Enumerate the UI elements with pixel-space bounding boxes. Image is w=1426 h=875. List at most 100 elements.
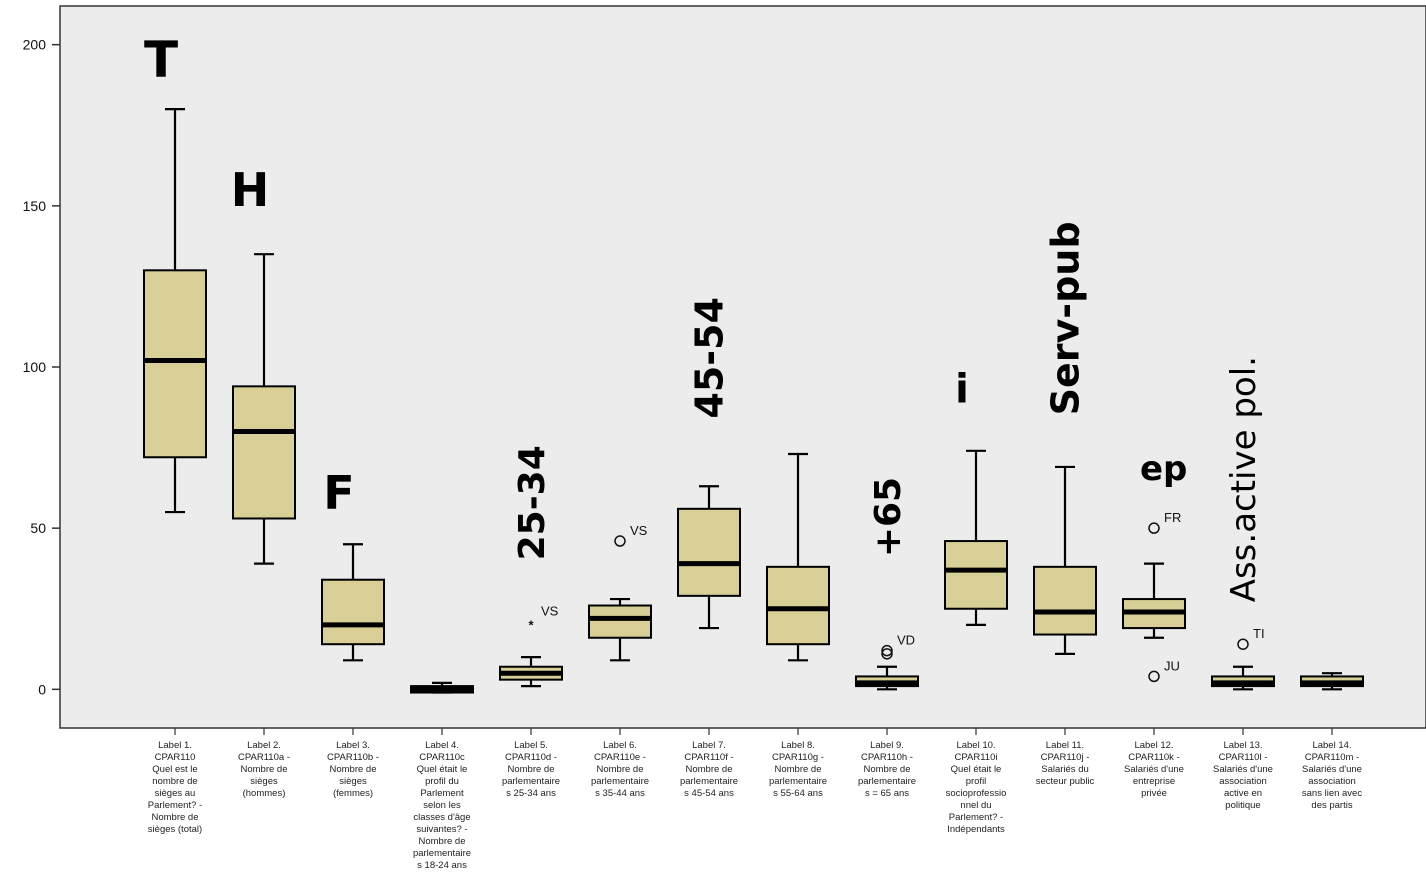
box-item [143, 108, 207, 514]
x-tick-label-line: secteur public [1036, 776, 1095, 787]
outlier-circle [1148, 670, 1160, 683]
iqr-box [321, 578, 385, 646]
x-tick-label-line: association [1308, 776, 1356, 787]
x-tick-label-line: profil [966, 776, 987, 787]
annotation-label: ep [1140, 449, 1187, 489]
outlier-star: * [528, 618, 534, 633]
x-tick-label: Label 3. CPAR110b -Nombre de sièges (femmes… [327, 740, 379, 799]
x-axis: Label 1. CPAR110 Quel est le nombre de siège… [148, 728, 1362, 871]
x-tick-label: Label 9. CPAR110h -Nombre de parlementaire… [858, 740, 916, 799]
x-tick-label-line: CPAR110i [955, 752, 998, 763]
x-tick-label-line: Nombre de [241, 764, 288, 775]
box-item [677, 485, 741, 630]
annotation-label: F [323, 466, 354, 520]
x-tick-label-line: s 35-44 ans [595, 788, 645, 799]
x-tick-label-line: nnel du [960, 800, 991, 811]
outlier-point: VS [614, 523, 648, 547]
x-tick-label-line: CPAR110m - [1305, 752, 1360, 763]
box-item [944, 449, 1008, 626]
x-tick-label-line: CPAR110 [155, 752, 196, 763]
outlier-circle [1237, 638, 1249, 650]
x-tick-label-line: Nombre de [686, 764, 733, 775]
x-tick-label-line: CPAR110g - [772, 752, 824, 763]
x-tick-label-line: sièges (total) [148, 824, 202, 835]
iqr-box [143, 269, 207, 459]
x-tick-label-line: Label 1. [158, 740, 192, 751]
x-tick-label-line: Label 13. [1223, 740, 1262, 751]
x-tick-label-line: Label 11. [1046, 740, 1084, 751]
x-tick-label-line: CPAR110e - [594, 752, 646, 763]
outlier-label: TI [1253, 626, 1265, 641]
annotation-label: T [144, 31, 178, 89]
x-tick-label: Label 14. CPAR110m -Salariés d'une associa… [1302, 740, 1362, 811]
x-tick-label-line: Label 10. [956, 740, 995, 751]
iqr-box [588, 604, 652, 639]
x-tick-label-line: Parlement [420, 788, 464, 799]
x-tick-label-line: (femmes) [333, 788, 373, 799]
x-tick-label: Label 2. CPAR110a -Nombre de sièges (hommes… [238, 740, 290, 799]
outlier-circle [614, 535, 626, 547]
x-tick-label-line: Parlement? - [949, 812, 1003, 823]
outlier-label: VS [630, 523, 648, 538]
x-tick-label-line: Nombre de [330, 764, 377, 775]
x-tick-label-line: active en [1224, 788, 1262, 799]
annotation-label: 25-34 [512, 445, 553, 560]
x-tick-label: Label 5. CPAR110d -Nombre de parlementaire… [502, 740, 560, 799]
x-tick-label-line: s 18-24 ans [417, 860, 467, 871]
x-tick-label-line: Label 7. [692, 740, 726, 751]
box-item [499, 655, 563, 688]
x-tick-label-line: socioprofessio [946, 788, 1007, 799]
x-tick-label-line: sièges au [155, 788, 196, 799]
x-tick-label-line: Salariés d'une [1302, 764, 1362, 775]
x-tick-label-line: Nombre de [508, 764, 555, 775]
x-tick-label-line: Nombre de [775, 764, 822, 775]
y-tick-label: 50 [30, 520, 46, 536]
x-tick-label: Label 10. CPAR110i Quel était le profil soci… [946, 740, 1007, 835]
x-tick-label: Label 4. CPAR110c Quel était le profil du Pa… [413, 740, 471, 871]
outlier-point [881, 648, 893, 660]
x-tick-label-line: sièges [339, 776, 367, 787]
outlier-circle [881, 648, 893, 660]
x-tick-label-line: parlementaire [413, 848, 471, 859]
x-tick-label-line: CPAR110f - [684, 752, 733, 763]
iqr-box [677, 507, 741, 597]
annotation-label: i [955, 366, 969, 412]
x-tick-label: Label 12. CPAR110k -Salariés d'une entrepr… [1124, 740, 1184, 799]
x-tick-label-line: parlementaire [769, 776, 827, 787]
box-item [855, 665, 919, 691]
x-tick-label-line: CPAR110a - [238, 752, 290, 763]
x-tick-label-line: parlementaire [502, 776, 560, 787]
x-tick-label-line: (hommes) [243, 788, 286, 799]
x-tick-label-line: privée [1141, 788, 1167, 799]
outlier-point: VD [881, 633, 915, 657]
box-item [1122, 562, 1186, 639]
x-tick-label-line: Quel était le [951, 764, 1002, 775]
x-tick-label: Label 8. CPAR110g -Nombre de parlementaire… [769, 740, 827, 799]
x-tick-label-line: CPAR110l - [1219, 752, 1268, 763]
x-tick-label-line: parlementaire [858, 776, 916, 787]
x-tick-label-line: Quel est le [152, 764, 197, 775]
y-tick-label: 0 [38, 681, 46, 697]
iqr-box [766, 565, 830, 646]
x-tick-label-line: suivantes? - [416, 824, 467, 835]
x-tick-label-line: parlementaire [680, 776, 738, 787]
annotation-label: +65 [868, 477, 909, 557]
plot-area [59, 5, 1426, 729]
x-tick-label-line: Salariés du [1041, 764, 1089, 775]
outlier-point: TI [1237, 626, 1265, 650]
y-tick-label: 200 [23, 37, 47, 53]
x-tick-label-line: entreprise [1133, 776, 1175, 787]
outlier-series: * VS VS VD FR JU TI [528, 510, 1265, 683]
box-item [232, 253, 296, 565]
x-tick-label-line: s = 65 ans [865, 788, 909, 799]
x-tick-label-line: CPAR110h - [861, 752, 913, 763]
x-tick-label-line: CPAR110k - [1128, 752, 1179, 763]
outlier-label: VD [897, 633, 915, 648]
x-tick-label-line: classes d'âge [413, 812, 470, 823]
x-tick-label-line: Label 6. [603, 740, 637, 751]
x-tick-label-line: sièges [250, 776, 278, 787]
x-tick-label-line: Label 5. [514, 740, 548, 751]
iqr-box [1033, 565, 1097, 636]
x-tick-label-line: s 25-34 ans [506, 788, 556, 799]
box-item [410, 681, 474, 694]
